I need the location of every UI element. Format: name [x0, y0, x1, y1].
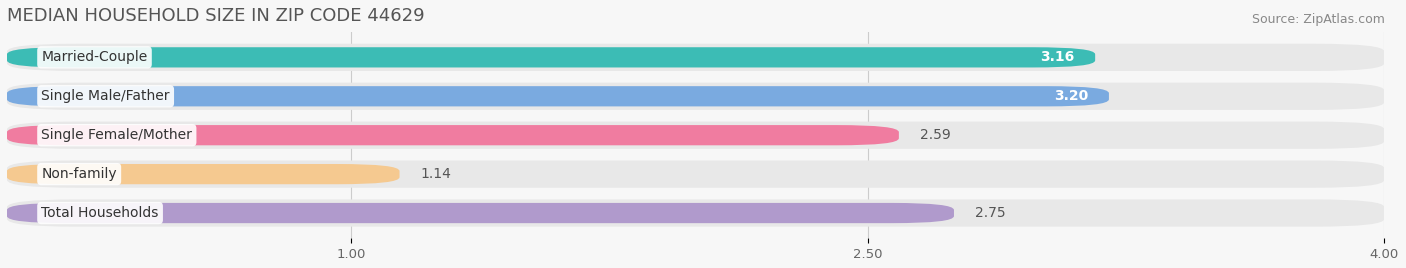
FancyBboxPatch shape: [7, 164, 399, 184]
FancyBboxPatch shape: [7, 122, 1385, 149]
Text: Source: ZipAtlas.com: Source: ZipAtlas.com: [1251, 13, 1385, 27]
FancyBboxPatch shape: [7, 47, 1095, 68]
FancyBboxPatch shape: [7, 83, 1385, 110]
Text: Non-family: Non-family: [41, 167, 117, 181]
Text: 3.16: 3.16: [1040, 50, 1074, 64]
FancyBboxPatch shape: [7, 203, 953, 223]
FancyBboxPatch shape: [7, 86, 1109, 106]
Text: Total Households: Total Households: [41, 206, 159, 220]
Text: Single Female/Mother: Single Female/Mother: [41, 128, 193, 142]
Text: 2.75: 2.75: [974, 206, 1005, 220]
Text: 1.14: 1.14: [420, 167, 451, 181]
Text: 3.20: 3.20: [1054, 89, 1088, 103]
Text: Single Male/Father: Single Male/Father: [41, 89, 170, 103]
FancyBboxPatch shape: [7, 161, 1385, 188]
FancyBboxPatch shape: [7, 199, 1385, 227]
Text: MEDIAN HOUSEHOLD SIZE IN ZIP CODE 44629: MEDIAN HOUSEHOLD SIZE IN ZIP CODE 44629: [7, 7, 425, 25]
FancyBboxPatch shape: [7, 125, 898, 145]
Text: 2.59: 2.59: [920, 128, 950, 142]
Text: Married-Couple: Married-Couple: [41, 50, 148, 64]
FancyBboxPatch shape: [7, 44, 1385, 71]
